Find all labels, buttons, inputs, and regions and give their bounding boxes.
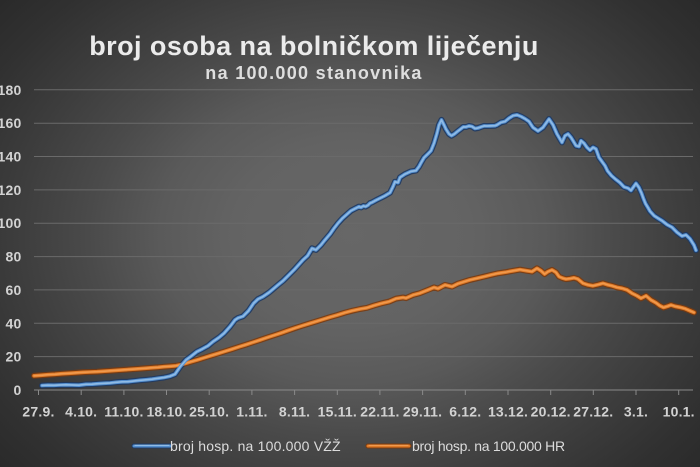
svg-text:13.12.: 13.12. xyxy=(488,404,528,420)
svg-text:40: 40 xyxy=(6,315,22,331)
svg-text:80: 80 xyxy=(6,249,22,265)
svg-text:22.11.: 22.11. xyxy=(360,404,399,420)
svg-text:27.9.: 27.9. xyxy=(22,404,54,420)
svg-text:3.1.: 3.1. xyxy=(624,404,648,420)
svg-text:20.12.: 20.12. xyxy=(531,404,571,420)
svg-text:100: 100 xyxy=(0,215,22,231)
svg-text:20: 20 xyxy=(6,349,22,365)
svg-text:0: 0 xyxy=(14,382,22,398)
svg-text:60: 60 xyxy=(6,282,22,298)
svg-text:8.11.: 8.11. xyxy=(279,404,310,420)
svg-text:15.11.: 15.11. xyxy=(318,404,357,420)
svg-text:broj hosp. na 100.000 VŽŽ: broj hosp. na 100.000 VŽŽ xyxy=(170,438,341,454)
svg-text:1.11.: 1.11. xyxy=(236,404,267,420)
svg-text:160: 160 xyxy=(0,115,22,131)
svg-text:27.12.: 27.12. xyxy=(573,404,613,420)
svg-text:11.10.: 11.10. xyxy=(104,404,143,420)
svg-text:180: 180 xyxy=(0,82,22,98)
svg-text:broj hosp. na 100.000 HR: broj hosp. na 100.000 HR xyxy=(412,438,565,454)
svg-text:25.10.: 25.10. xyxy=(189,404,229,420)
svg-text:120: 120 xyxy=(0,182,22,198)
svg-text:18.10.: 18.10. xyxy=(146,404,186,420)
svg-text:29.11.: 29.11. xyxy=(403,404,442,420)
svg-text:140: 140 xyxy=(0,149,22,165)
svg-text:6.12.: 6.12. xyxy=(449,404,481,420)
svg-text:4.10.: 4.10. xyxy=(65,404,97,420)
svg-text:10.1.: 10.1. xyxy=(663,404,695,420)
